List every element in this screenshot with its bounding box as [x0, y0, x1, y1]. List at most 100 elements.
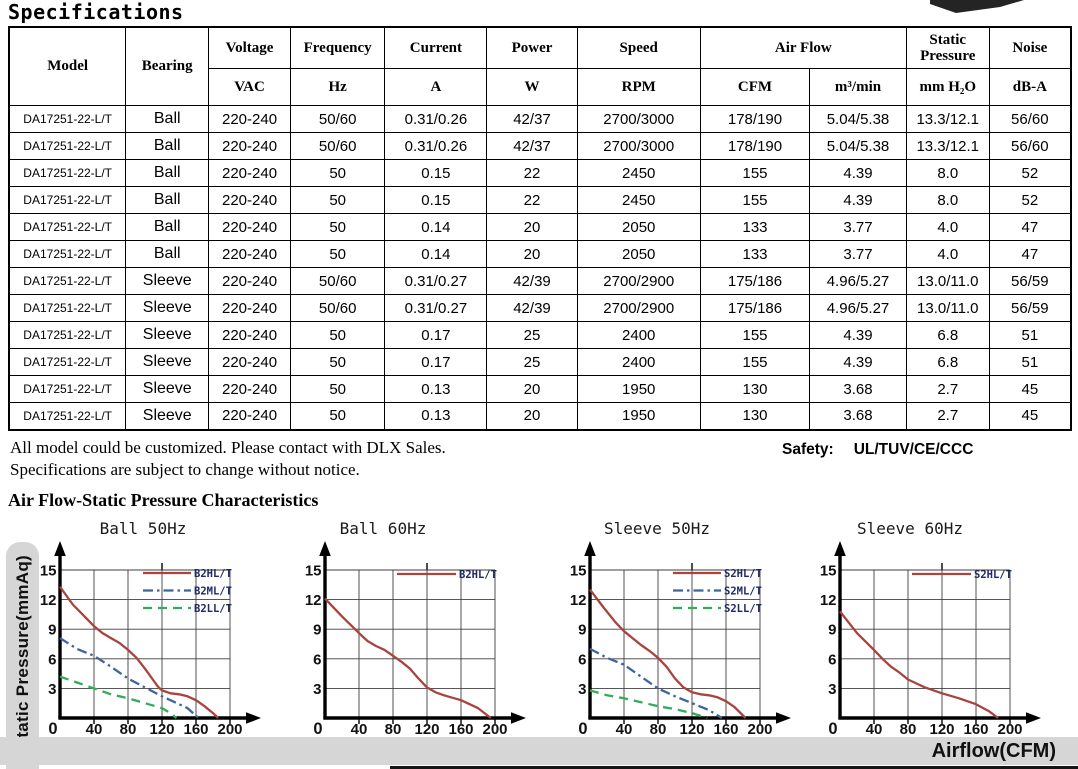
x-tick-label: 160: [963, 721, 988, 737]
unit-rpm: RPM: [576, 68, 701, 106]
table-cell: 2700/2900: [576, 267, 701, 295]
series-b2ll-t: [59, 675, 178, 719]
x-tick-label: 80: [120, 721, 137, 737]
table-cell: 0.14: [384, 240, 488, 268]
page-title: Specifications: [8, 0, 184, 24]
chart-sleeve-50hz: 0 40 80 120 160 200 3 6 9 12 15 S2HL/T S2ML/T S2LL/T: [550, 540, 800, 737]
x-tick-label: 80: [385, 721, 402, 737]
x-tick-label: 200: [217, 721, 242, 737]
x-axis-bar: Airflow(CFM): [0, 737, 1078, 765]
table-cell: Sleeve: [125, 348, 210, 376]
chart-ball-50hz: 0 40 80 120 160 200 3 6 9 12 15 B2HL/T B2ML/T B2LL/T: [20, 540, 270, 737]
table-cell: 50: [289, 159, 386, 187]
table-cell: 220-240: [208, 294, 291, 322]
x-tick-label: 160: [448, 721, 473, 737]
table-cell: 0.15: [384, 159, 488, 187]
x-tick-label: 120: [414, 721, 439, 737]
x-tick-label: 120: [149, 721, 174, 737]
table-cell: 220-240: [208, 105, 291, 133]
chart-title: Sleeve 60Hz: [857, 519, 963, 538]
table-cell: 47: [988, 240, 1072, 268]
x-axis-arrow: [776, 712, 791, 724]
x-tick-label: 40: [351, 721, 368, 737]
table-cell: 20: [486, 213, 578, 241]
legend: B2HL/T B2ML/T B2LL/T: [143, 568, 232, 615]
y-tick-label: 3: [48, 681, 56, 698]
table-cell: 220-240: [208, 375, 291, 403]
table-cell: 155: [699, 348, 811, 376]
legend: S2HL/T S2ML/T S2LL/T: [673, 568, 762, 615]
table-cell: 2.7: [905, 402, 990, 430]
table-cell: 2.7: [905, 375, 990, 403]
tick-marks: [873, 563, 1011, 724]
y-tick-label: 6: [313, 651, 321, 668]
table-row: DA17251-22-L/T Ball 220-240 50 0.14 20 2050 133…: [8, 213, 1072, 241]
table-cell: 45: [988, 375, 1072, 403]
table-cell: Sleeve: [125, 375, 210, 403]
table-cell: 0.15: [384, 186, 488, 214]
table-cell: 133: [699, 240, 811, 268]
legend-label: S2HL/T: [724, 568, 762, 580]
table-cell: 50: [289, 240, 386, 268]
table-cell: 42/39: [486, 294, 578, 322]
y-tick-label: 3: [313, 681, 321, 698]
safety: Safety: UL/TUV/CE/CCC: [782, 441, 973, 459]
table-cell: Ball: [125, 213, 210, 241]
y-axis-arrow: [319, 541, 331, 556]
unit-vac: VAC: [208, 68, 291, 106]
table-cell: 0.13: [384, 402, 488, 430]
col-header-static-pressure: Static Pressure: [905, 26, 990, 69]
col-header-current: Current: [384, 26, 488, 69]
tick-labels: 0 40 80 120 160 200 3 6 9 12 15: [305, 562, 508, 737]
table-cell: DA17251-22-L/T: [8, 321, 127, 349]
table-cell: Ball: [125, 159, 210, 187]
x-axis-label: Airflow(CFM): [931, 739, 1056, 762]
fan-photo-corner-shape: [930, 0, 1024, 13]
table-cell: 4.39: [809, 159, 907, 187]
table-cell: 25: [486, 348, 578, 376]
y-tick-label: 9: [578, 622, 586, 639]
table-cell: 22: [486, 186, 578, 214]
table-cell: 25: [486, 321, 578, 349]
table-cell: 220-240: [208, 186, 291, 214]
y-tick-label: 12: [570, 592, 587, 609]
table-cell: 155: [699, 186, 811, 214]
table-cell: DA17251-22-L/T: [8, 402, 127, 430]
table-cell: 3.68: [809, 402, 907, 430]
grid: [60, 569, 231, 718]
table-cell: 50/60: [289, 105, 386, 133]
table-cell: 175/186: [699, 294, 811, 322]
x-tick-label: 200: [482, 721, 507, 737]
chart-canvas: 0 40 80 120 160 200 3 6 9 12 15 B2HL/T: [305, 541, 526, 737]
table-cell: 42/39: [486, 267, 578, 295]
table-cell: 6.8: [905, 321, 990, 349]
series-b2hl-t: [324, 597, 492, 719]
y-tick-label: 3: [578, 681, 586, 698]
table-cell: DA17251-22-L/T: [8, 240, 127, 268]
x-tick-label: 80: [900, 721, 917, 737]
table-cell: DA17251-22-L/T: [8, 267, 127, 295]
table-cell: 56/60: [988, 105, 1072, 133]
tick-labels: 0 40 80 120 160 200 3 6 9 12 15: [570, 562, 773, 737]
table-cell: DA17251-22-L/T: [8, 132, 127, 160]
table-cell: Ball: [125, 132, 210, 160]
table-cell: 13.3/12.1: [905, 132, 990, 160]
unit-w: W: [486, 68, 578, 106]
table-cell: 50: [289, 213, 386, 241]
table-cell: 0.31/0.26: [384, 105, 488, 133]
x-tick-label: 160: [183, 721, 208, 737]
table-cell: DA17251-22-L/T: [8, 159, 127, 187]
table-cell: 3.77: [809, 240, 907, 268]
table-cell: 4.0: [905, 213, 990, 241]
grid: [840, 569, 1011, 718]
table-cell: 2700/3000: [576, 105, 701, 133]
table-cell: 52: [988, 186, 1072, 214]
tick-labels: 0 40 80 120 160 200 3 6 9 12 15: [820, 562, 1023, 737]
table-cell: 50: [289, 375, 386, 403]
table-cell: 50: [289, 321, 386, 349]
table-cell: 47: [988, 213, 1072, 241]
table-cell: 20: [486, 375, 578, 403]
table-cell: 6.8: [905, 348, 990, 376]
table-cell: 0.31/0.27: [384, 294, 488, 322]
legend-label: B2LL/T: [194, 603, 232, 615]
